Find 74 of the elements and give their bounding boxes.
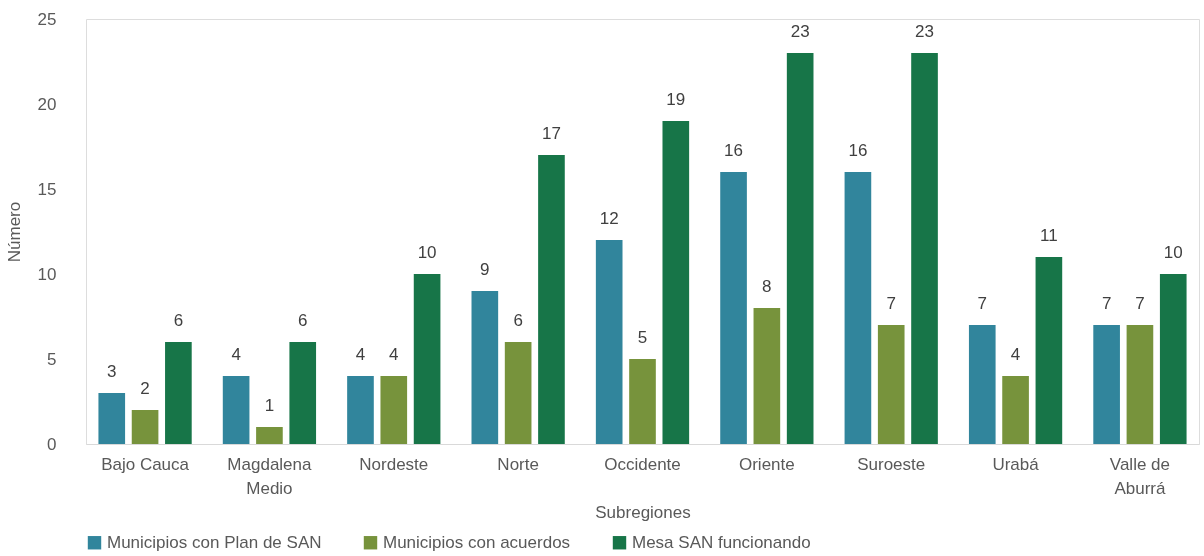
bar: [968, 325, 996, 444]
x-tick-label: Bajo Cauca: [101, 454, 190, 474]
x-tick-label: Norte: [497, 454, 539, 474]
data-label: 19: [666, 90, 686, 109]
bar: [504, 342, 532, 444]
bar: [1159, 274, 1187, 444]
bar: [165, 342, 192, 444]
bar: [98, 393, 126, 444]
y-tick-label: 0: [47, 434, 57, 454]
data-label: 23: [790, 22, 810, 41]
bar: [471, 291, 499, 444]
bar: [662, 121, 690, 444]
x-tick-label: Oriente: [738, 454, 795, 474]
bar: [753, 308, 781, 444]
bar: [911, 53, 938, 444]
data-label: 9: [480, 260, 490, 279]
legend-label: Mesa SAN funcionando: [632, 532, 811, 552]
bar: [1126, 325, 1154, 444]
data-label: 4: [1010, 345, 1021, 364]
data-label: 7: [1135, 294, 1145, 313]
data-label: 8: [762, 277, 772, 296]
data-label: 10: [1163, 243, 1183, 262]
data-label: 23: [915, 22, 934, 41]
bar: [380, 376, 408, 444]
y-axis-title: Número: [4, 201, 24, 263]
y-tick-label: 20: [37, 94, 57, 114]
bar: [720, 172, 747, 444]
data-label: 4: [389, 345, 399, 364]
x-tick-label: Occidente: [604, 454, 681, 474]
data-label: 10: [417, 243, 437, 262]
data-label: 1: [264, 396, 275, 415]
data-label: 7: [886, 294, 896, 313]
legend-label: Municipios con acuerdos: [383, 532, 571, 552]
data-label: 12: [599, 209, 619, 228]
data-label: 5: [637, 328, 648, 347]
bar: [844, 172, 872, 444]
data-label: 4: [231, 345, 241, 364]
bar: [1035, 257, 1063, 444]
bar: [413, 274, 441, 444]
x-tick-label: Nordeste: [359, 454, 429, 474]
x-tick-label: Suroeste: [857, 454, 926, 474]
data-label: 16: [848, 141, 868, 160]
y-tick-label: 5: [47, 349, 57, 369]
bar: [1002, 376, 1029, 444]
x-tick-label: Valle de Aburrá: [1109, 454, 1171, 498]
bar: [289, 342, 317, 444]
data-label: 7: [1101, 294, 1112, 313]
bar: [347, 376, 374, 444]
data-label: 6: [298, 311, 308, 330]
x-tick-label: Urabá: [992, 454, 1040, 474]
legend-label: Municipios con Plan de SAN: [107, 532, 322, 552]
bar: [629, 359, 656, 444]
data-label: 7: [977, 294, 987, 313]
bar: [256, 427, 283, 444]
bar: [1093, 325, 1120, 444]
data-label: 16: [724, 141, 744, 160]
data-label: 17: [541, 124, 561, 143]
x-tick-label: Magdalena Medio: [227, 454, 313, 498]
bar: [595, 240, 623, 444]
x-axis-title: Subregiones: [595, 502, 691, 522]
bar: [786, 53, 814, 444]
bar: [538, 155, 565, 444]
bar: [877, 325, 905, 444]
data-label: 3: [107, 362, 117, 381]
bar: [222, 376, 250, 444]
data-label: 11: [1040, 226, 1058, 245]
bar: [131, 410, 159, 444]
data-label: 2: [140, 379, 150, 398]
data-label: 6: [513, 311, 523, 330]
data-label: 4: [355, 345, 366, 364]
y-tick-label: 15: [37, 179, 57, 199]
y-tick-label: 10: [37, 264, 57, 284]
y-tick-label: 25: [37, 9, 57, 29]
data-label: 6: [173, 311, 184, 330]
